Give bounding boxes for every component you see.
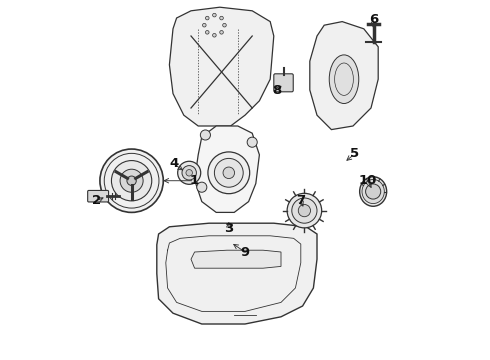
Polygon shape bbox=[195, 126, 259, 212]
Circle shape bbox=[120, 169, 143, 192]
Circle shape bbox=[247, 137, 257, 147]
Circle shape bbox=[366, 184, 381, 199]
Ellipse shape bbox=[360, 177, 387, 206]
Circle shape bbox=[298, 204, 311, 217]
Circle shape bbox=[287, 193, 321, 228]
Polygon shape bbox=[157, 223, 317, 324]
Circle shape bbox=[197, 182, 207, 192]
Text: 6: 6 bbox=[369, 13, 378, 26]
Ellipse shape bbox=[329, 55, 359, 104]
Text: 1: 1 bbox=[190, 174, 199, 187]
Text: 5: 5 bbox=[350, 147, 359, 160]
Circle shape bbox=[223, 167, 235, 179]
Circle shape bbox=[200, 130, 210, 140]
Circle shape bbox=[292, 198, 317, 223]
Polygon shape bbox=[191, 250, 281, 268]
Circle shape bbox=[220, 31, 223, 34]
Circle shape bbox=[208, 152, 250, 194]
Circle shape bbox=[220, 16, 223, 20]
Circle shape bbox=[202, 23, 206, 27]
Polygon shape bbox=[310, 22, 378, 130]
FancyBboxPatch shape bbox=[88, 190, 109, 202]
Circle shape bbox=[215, 158, 243, 187]
Text: 7: 7 bbox=[296, 194, 305, 207]
Polygon shape bbox=[170, 7, 274, 126]
Text: 9: 9 bbox=[241, 246, 249, 258]
Ellipse shape bbox=[362, 180, 384, 204]
Circle shape bbox=[178, 161, 201, 184]
Text: 10: 10 bbox=[358, 174, 377, 186]
Text: 2: 2 bbox=[92, 194, 101, 207]
Circle shape bbox=[213, 33, 216, 37]
Text: 8: 8 bbox=[272, 84, 281, 97]
Text: 3: 3 bbox=[224, 222, 233, 235]
Text: 4: 4 bbox=[169, 157, 178, 170]
Circle shape bbox=[127, 176, 136, 185]
Circle shape bbox=[222, 23, 226, 27]
Circle shape bbox=[205, 31, 209, 34]
Circle shape bbox=[213, 13, 216, 17]
Circle shape bbox=[182, 166, 196, 180]
Circle shape bbox=[111, 161, 152, 201]
Circle shape bbox=[205, 16, 209, 20]
Circle shape bbox=[100, 149, 163, 212]
Circle shape bbox=[186, 170, 193, 176]
FancyBboxPatch shape bbox=[274, 74, 293, 92]
